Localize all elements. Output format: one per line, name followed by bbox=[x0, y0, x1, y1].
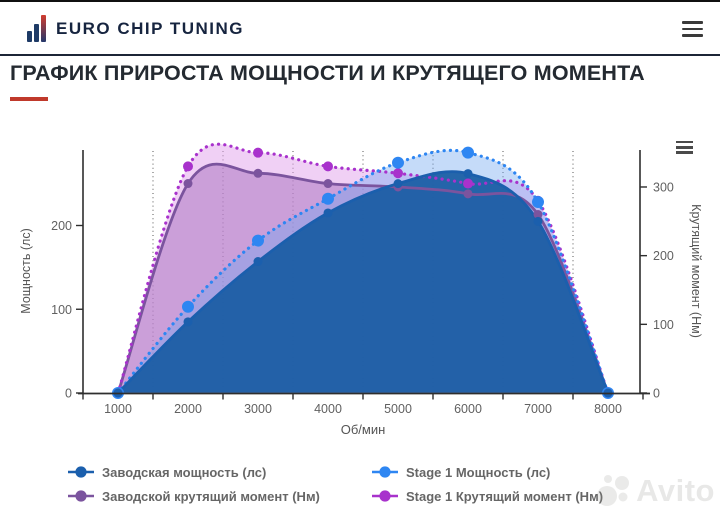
x-tick-label-5000: 5000 bbox=[384, 402, 412, 416]
watermark-text: Avito bbox=[636, 473, 715, 508]
brand-name: EURO CHIP TUNING bbox=[56, 19, 245, 38]
series-2-point-4000 bbox=[322, 192, 334, 205]
legend-label: Stage 1 Крутящий момент (Нм) bbox=[406, 488, 604, 504]
series-1-point-7000 bbox=[533, 209, 543, 219]
series-3-point-6000 bbox=[463, 178, 473, 189]
series-0-point-2000 bbox=[183, 317, 193, 327]
x-tick-label-3000: 3000 bbox=[244, 402, 272, 416]
logo-bar-medium bbox=[34, 24, 39, 42]
y-left-tick-label-0: 0 bbox=[65, 387, 72, 401]
series-0-point-3000 bbox=[253, 257, 263, 267]
series-1-point-3000 bbox=[253, 168, 263, 178]
logo-bar-small bbox=[27, 31, 32, 42]
legend-item-series-1[interactable]: Заводской крутящий момент (Нм) bbox=[68, 486, 320, 506]
series-2-point-6000 bbox=[462, 146, 474, 159]
page-top-border bbox=[0, 0, 720, 2]
x-tick-label-8000: 8000 bbox=[594, 402, 622, 416]
series-fill-0 bbox=[118, 171, 608, 393]
series-2-point-2000 bbox=[182, 300, 194, 313]
page-title: ГРАФИК ПРИРОСТА МОЩНОСТИ И КРУТЯЩЕГО МОМ… bbox=[10, 61, 645, 85]
series-0-point-4000 bbox=[323, 208, 333, 218]
series-2-point-7000 bbox=[532, 196, 544, 209]
site-header: EURO CHIP TUNING bbox=[0, 2, 720, 56]
legend-marker-icon bbox=[372, 490, 398, 502]
y-right-tick-label-200: 200 bbox=[653, 249, 674, 263]
legend-label: Заводской крутящий момент (Нм) bbox=[102, 488, 320, 504]
watermark: Avito bbox=[594, 471, 715, 511]
series-line-3 bbox=[116, 142, 610, 395]
series-0-point-5000 bbox=[393, 179, 403, 189]
y-left-tick-label-200: 200 bbox=[51, 219, 72, 233]
legend-marker-icon bbox=[68, 466, 94, 478]
series-3-point-2000 bbox=[183, 161, 193, 172]
y-axis-right-title: Крутящий момент (Нм) bbox=[689, 204, 703, 338]
x-tick-label-6000: 6000 bbox=[454, 402, 482, 416]
series-line-0 bbox=[117, 170, 610, 394]
series-2-point-3000 bbox=[252, 234, 264, 247]
series-1-point-2000 bbox=[183, 179, 193, 189]
y-right-tick-label-300: 300 bbox=[653, 180, 674, 194]
series-3-point-4000 bbox=[323, 161, 333, 172]
chart-legend-column-2: Stage 1 Мощность (лс) Stage 1 Крутящий мо… bbox=[372, 462, 603, 506]
y-right-tick-label-0: 0 bbox=[653, 387, 660, 401]
title-accent-line bbox=[10, 97, 48, 101]
y-left-tick-label-100: 100 bbox=[51, 303, 72, 317]
series-1-point-4000 bbox=[323, 179, 333, 189]
series-3-point-5000 bbox=[393, 168, 403, 179]
legend-item-series-3[interactable]: Stage 1 Крутящий момент (Нм) bbox=[372, 486, 603, 506]
watermark-logo-icon bbox=[597, 475, 630, 506]
y-right-tick-label-100: 100 bbox=[653, 318, 674, 332]
series-3-point-3000 bbox=[253, 147, 263, 158]
series-2-point-5000 bbox=[392, 156, 404, 169]
x-tick-label-2000: 2000 bbox=[174, 402, 202, 416]
chart-legend-column-1: Заводская мощность (лс) Заводской крутящи… bbox=[68, 462, 320, 506]
x-tick-label-1000: 1000 bbox=[104, 402, 132, 416]
series-1-point-6000 bbox=[463, 189, 473, 199]
series-line-2 bbox=[116, 148, 610, 395]
legend-item-series-0[interactable]: Заводская мощность (лс) bbox=[68, 462, 320, 482]
brand-logo-icon[interactable] bbox=[27, 15, 46, 42]
x-tick-label-7000: 7000 bbox=[524, 402, 552, 416]
legend-marker-icon bbox=[372, 466, 398, 478]
menu-hamburger-icon[interactable] bbox=[682, 21, 703, 41]
series-0-point-6000 bbox=[463, 169, 473, 179]
x-tick-label-4000: 4000 bbox=[314, 402, 342, 416]
chart-menu-icon[interactable] bbox=[676, 141, 693, 157]
y-axis-left-title: Мощность (лс) bbox=[19, 228, 33, 313]
legend-marker-icon bbox=[68, 490, 94, 502]
legend-label: Stage 1 Мощность (лс) bbox=[406, 464, 551, 480]
logo-bar-tall bbox=[41, 15, 46, 42]
x-axis-title: Об/мин bbox=[341, 422, 386, 437]
series-0-point-7000 bbox=[533, 216, 543, 226]
legend-item-series-2[interactable]: Stage 1 Мощность (лс) bbox=[372, 462, 603, 482]
legend-label: Заводская мощность (лс) bbox=[102, 464, 267, 480]
